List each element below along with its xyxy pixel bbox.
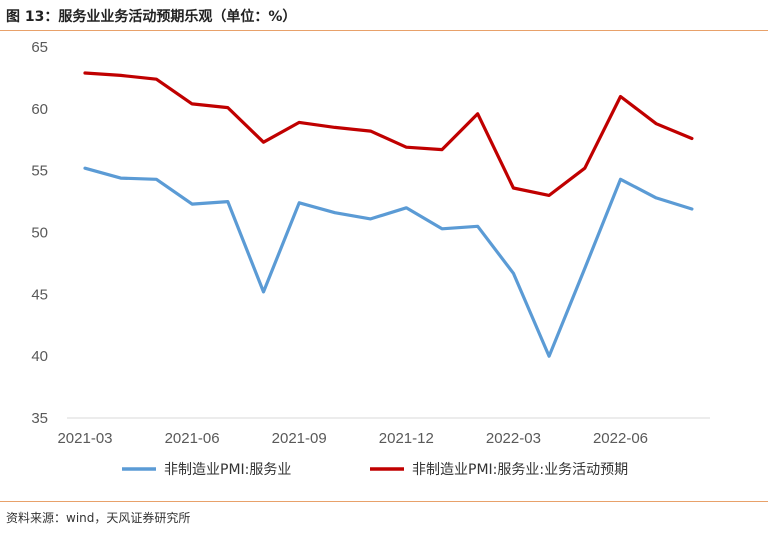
bottom-divider (0, 501, 768, 502)
series-line-1 (83, 166, 694, 358)
y-axis: 35 40 45 50 55 60 65 (31, 39, 48, 427)
y-tick-label: 60 (31, 101, 48, 118)
legend-label-2: 非制造业PMI:服务业:业务活动预期 (412, 462, 628, 478)
y-tick-label: 40 (31, 348, 48, 365)
x-axis: 2021-03 2021-06 2021-09 2021-12 2022-03 2022-… (57, 430, 648, 447)
source-note: 资料来源：wind，天风证券研究所 (6, 511, 191, 525)
x-tick-label: 2021-12 (379, 430, 434, 447)
top-divider (0, 30, 768, 31)
chart-title: 图 13：服务业业务活动预期乐观（单位：%） (6, 9, 297, 25)
y-tick-label: 45 (31, 286, 48, 303)
x-tick-label: 2022-03 (486, 430, 541, 447)
y-tick-label: 55 (31, 163, 48, 180)
x-tick-label: 2021-03 (57, 430, 112, 447)
legend: 非制造业PMI:服务业 非制造业PMI:服务业:业务活动预期 (122, 462, 628, 478)
x-tick-label: 2021-09 (272, 430, 327, 447)
legend-label-1: 非制造业PMI:服务业 (164, 462, 291, 478)
y-tick-label: 50 (31, 225, 48, 242)
x-tick-label: 2022-06 (593, 430, 648, 447)
series-layer (83, 71, 694, 358)
y-tick-label: 65 (31, 39, 48, 56)
series-line-2 (83, 71, 694, 197)
y-tick-label: 35 (31, 410, 48, 427)
x-tick-label: 2021-06 (165, 430, 220, 447)
